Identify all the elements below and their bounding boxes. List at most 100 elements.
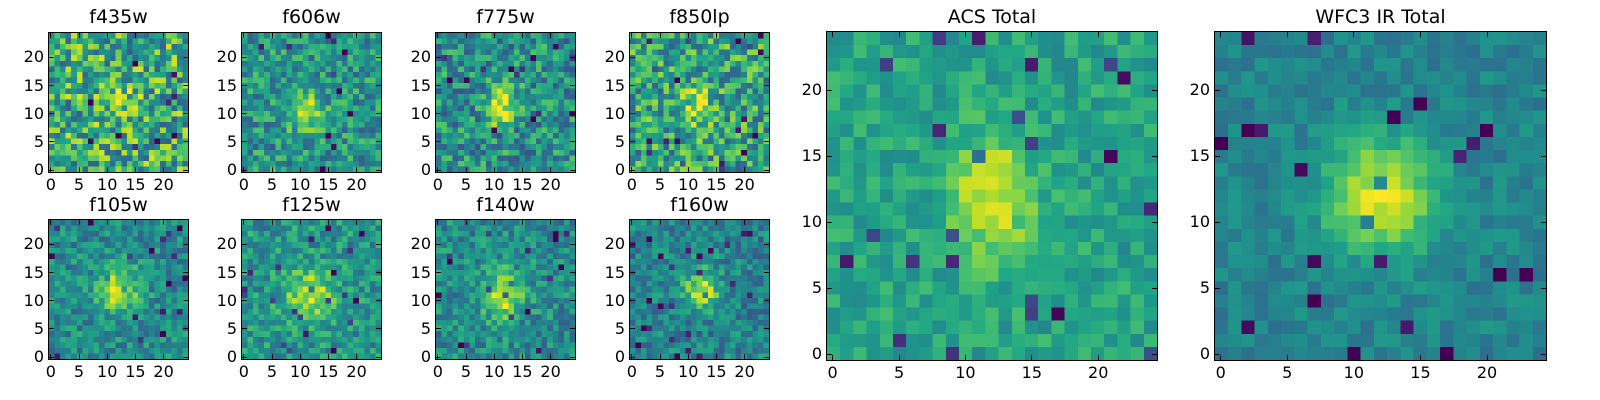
x-tick-mark-f775w <box>465 167 467 173</box>
y-tick-mark-right-acs-total <box>1152 221 1158 223</box>
y-tick-mark-acs-total <box>826 353 832 355</box>
y-tick-mark-f125w <box>241 356 247 358</box>
x-tick-label-f140w: 10 <box>484 362 505 381</box>
x-tick-label-f105w: 15 <box>125 362 146 381</box>
x-tick-mark-f435w <box>106 167 108 173</box>
x-tick-mark-top-wfc3-ir-total <box>1220 31 1222 37</box>
y-tick-mark-right-acs-total <box>1152 353 1158 355</box>
image-canvas-f140w <box>436 220 575 359</box>
y-tick-mark-right-f606w <box>376 113 382 115</box>
x-tick-mark-f140w <box>550 354 552 360</box>
y-tick-mark-f125w <box>241 328 247 330</box>
x-tick-mark-top-f606w <box>271 32 273 38</box>
y-tick-label-wfc3-ir-total: 10 <box>1189 212 1210 232</box>
y-tick-mark-right-f140w <box>570 243 576 245</box>
y-tick-mark-f105w <box>48 328 54 330</box>
x-tick-mark-top-f775w <box>521 32 523 38</box>
image-panel-f105w <box>48 219 189 360</box>
image-canvas-wfc3-ir-total <box>1215 32 1546 360</box>
x-tick-mark-top-f850lp <box>715 32 717 38</box>
y-tick-label-f775w: 20 <box>410 47 431 67</box>
y-tick-mark-right-f435w <box>183 85 189 87</box>
y-tick-mark-right-f105w <box>183 272 189 274</box>
y-tick-mark-right-acs-total <box>1152 155 1158 157</box>
y-tick-mark-right-acs-total <box>1152 287 1158 289</box>
y-tick-mark-wfc3-ir-total <box>1214 155 1220 157</box>
x-tick-label-f775w: 10 <box>484 175 505 194</box>
y-tick-label-acs-total: 10 <box>801 212 822 232</box>
y-tick-label-f140w: 10 <box>410 290 431 310</box>
y-tick-mark-f125w <box>241 243 247 245</box>
y-tick-label-f850lp: 15 <box>604 75 625 95</box>
y-tick-mark-f160w <box>629 243 635 245</box>
x-tick-mark-acs-total <box>1031 355 1033 361</box>
x-tick-mark-top-f140w <box>493 219 495 225</box>
x-tick-label-f606w: 10 <box>290 175 311 194</box>
y-tick-label-f850lp: 0 <box>614 160 625 180</box>
y-tick-mark-right-f435w <box>183 169 189 171</box>
y-tick-mark-f105w <box>48 356 54 358</box>
x-tick-mark-top-f606w <box>243 32 245 38</box>
x-tick-mark-f160w <box>659 354 661 360</box>
y-tick-label-f160w: 0 <box>614 347 625 367</box>
x-tick-label-f125w: 10 <box>290 362 311 381</box>
y-tick-label-f775w: 15 <box>410 75 431 95</box>
x-tick-label-acs-total: 0 <box>827 363 838 382</box>
y-tick-label-f775w: 5 <box>420 131 431 151</box>
x-tick-label-f435w: 20 <box>153 175 174 194</box>
y-tick-mark-f140w <box>435 300 441 302</box>
x-tick-mark-acs-total <box>964 355 966 361</box>
y-tick-label-wfc3-ir-total: 5 <box>1199 278 1210 298</box>
x-tick-label-f435w: 15 <box>125 175 146 194</box>
x-tick-mark-f435w <box>163 167 165 173</box>
image-panel-f606w <box>241 32 382 173</box>
y-tick-label-f606w: 5 <box>226 131 237 151</box>
y-tick-mark-wfc3-ir-total <box>1214 221 1220 223</box>
x-tick-mark-top-f606w <box>299 32 301 38</box>
x-tick-label-f105w: 10 <box>97 362 118 381</box>
y-tick-label-wfc3-ir-total: 20 <box>1189 80 1210 100</box>
x-tick-mark-top-f160w <box>744 219 746 225</box>
y-tick-mark-right-f160w <box>764 243 770 245</box>
y-tick-label-f125w: 0 <box>226 347 237 367</box>
image-canvas-f775w <box>436 33 575 172</box>
x-tick-mark-f435w <box>78 167 80 173</box>
x-tick-label-f606w: 0 <box>238 175 249 194</box>
y-tick-mark-f775w <box>435 141 441 143</box>
y-tick-mark-f775w <box>435 169 441 171</box>
y-tick-mark-f435w <box>48 113 54 115</box>
x-tick-label-f850lp: 10 <box>678 175 699 194</box>
panel-title-f160w: f160w <box>670 194 729 216</box>
panel-title-f125w: f125w <box>282 194 341 216</box>
x-tick-mark-f850lp <box>687 167 689 173</box>
y-tick-mark-right-f105w <box>183 328 189 330</box>
x-tick-mark-top-acs-total <box>832 31 834 37</box>
y-tick-mark-right-f435w <box>183 56 189 58</box>
y-tick-mark-f435w <box>48 85 54 87</box>
y-tick-mark-right-f105w <box>183 243 189 245</box>
y-tick-label-f105w: 10 <box>23 290 44 310</box>
image-panel-f160w <box>629 219 770 360</box>
x-tick-mark-f775w <box>521 167 523 173</box>
y-tick-mark-right-f850lp <box>764 113 770 115</box>
x-tick-label-f160w: 10 <box>678 362 699 381</box>
x-tick-label-f105w: 0 <box>45 362 56 381</box>
x-tick-mark-top-f140w <box>437 219 439 225</box>
y-tick-mark-right-f850lp <box>764 141 770 143</box>
x-tick-mark-f606w <box>271 167 273 173</box>
y-tick-label-f775w: 10 <box>410 103 431 123</box>
x-tick-mark-top-f160w <box>631 219 633 225</box>
y-tick-mark-f606w <box>241 113 247 115</box>
x-tick-mark-top-f140w <box>521 219 523 225</box>
y-tick-mark-acs-total <box>826 287 832 289</box>
y-tick-label-f435w: 15 <box>23 75 44 95</box>
y-tick-mark-f140w <box>435 328 441 330</box>
x-tick-mark-f140w <box>521 354 523 360</box>
x-tick-mark-top-wfc3-ir-total <box>1486 31 1488 37</box>
y-tick-label-f435w: 5 <box>33 131 44 151</box>
x-tick-label-f140w: 0 <box>432 362 443 381</box>
y-tick-mark-right-f435w <box>183 113 189 115</box>
x-tick-label-f850lp: 0 <box>626 175 637 194</box>
x-tick-mark-top-f775w <box>437 32 439 38</box>
x-tick-mark-top-f125w <box>271 219 273 225</box>
